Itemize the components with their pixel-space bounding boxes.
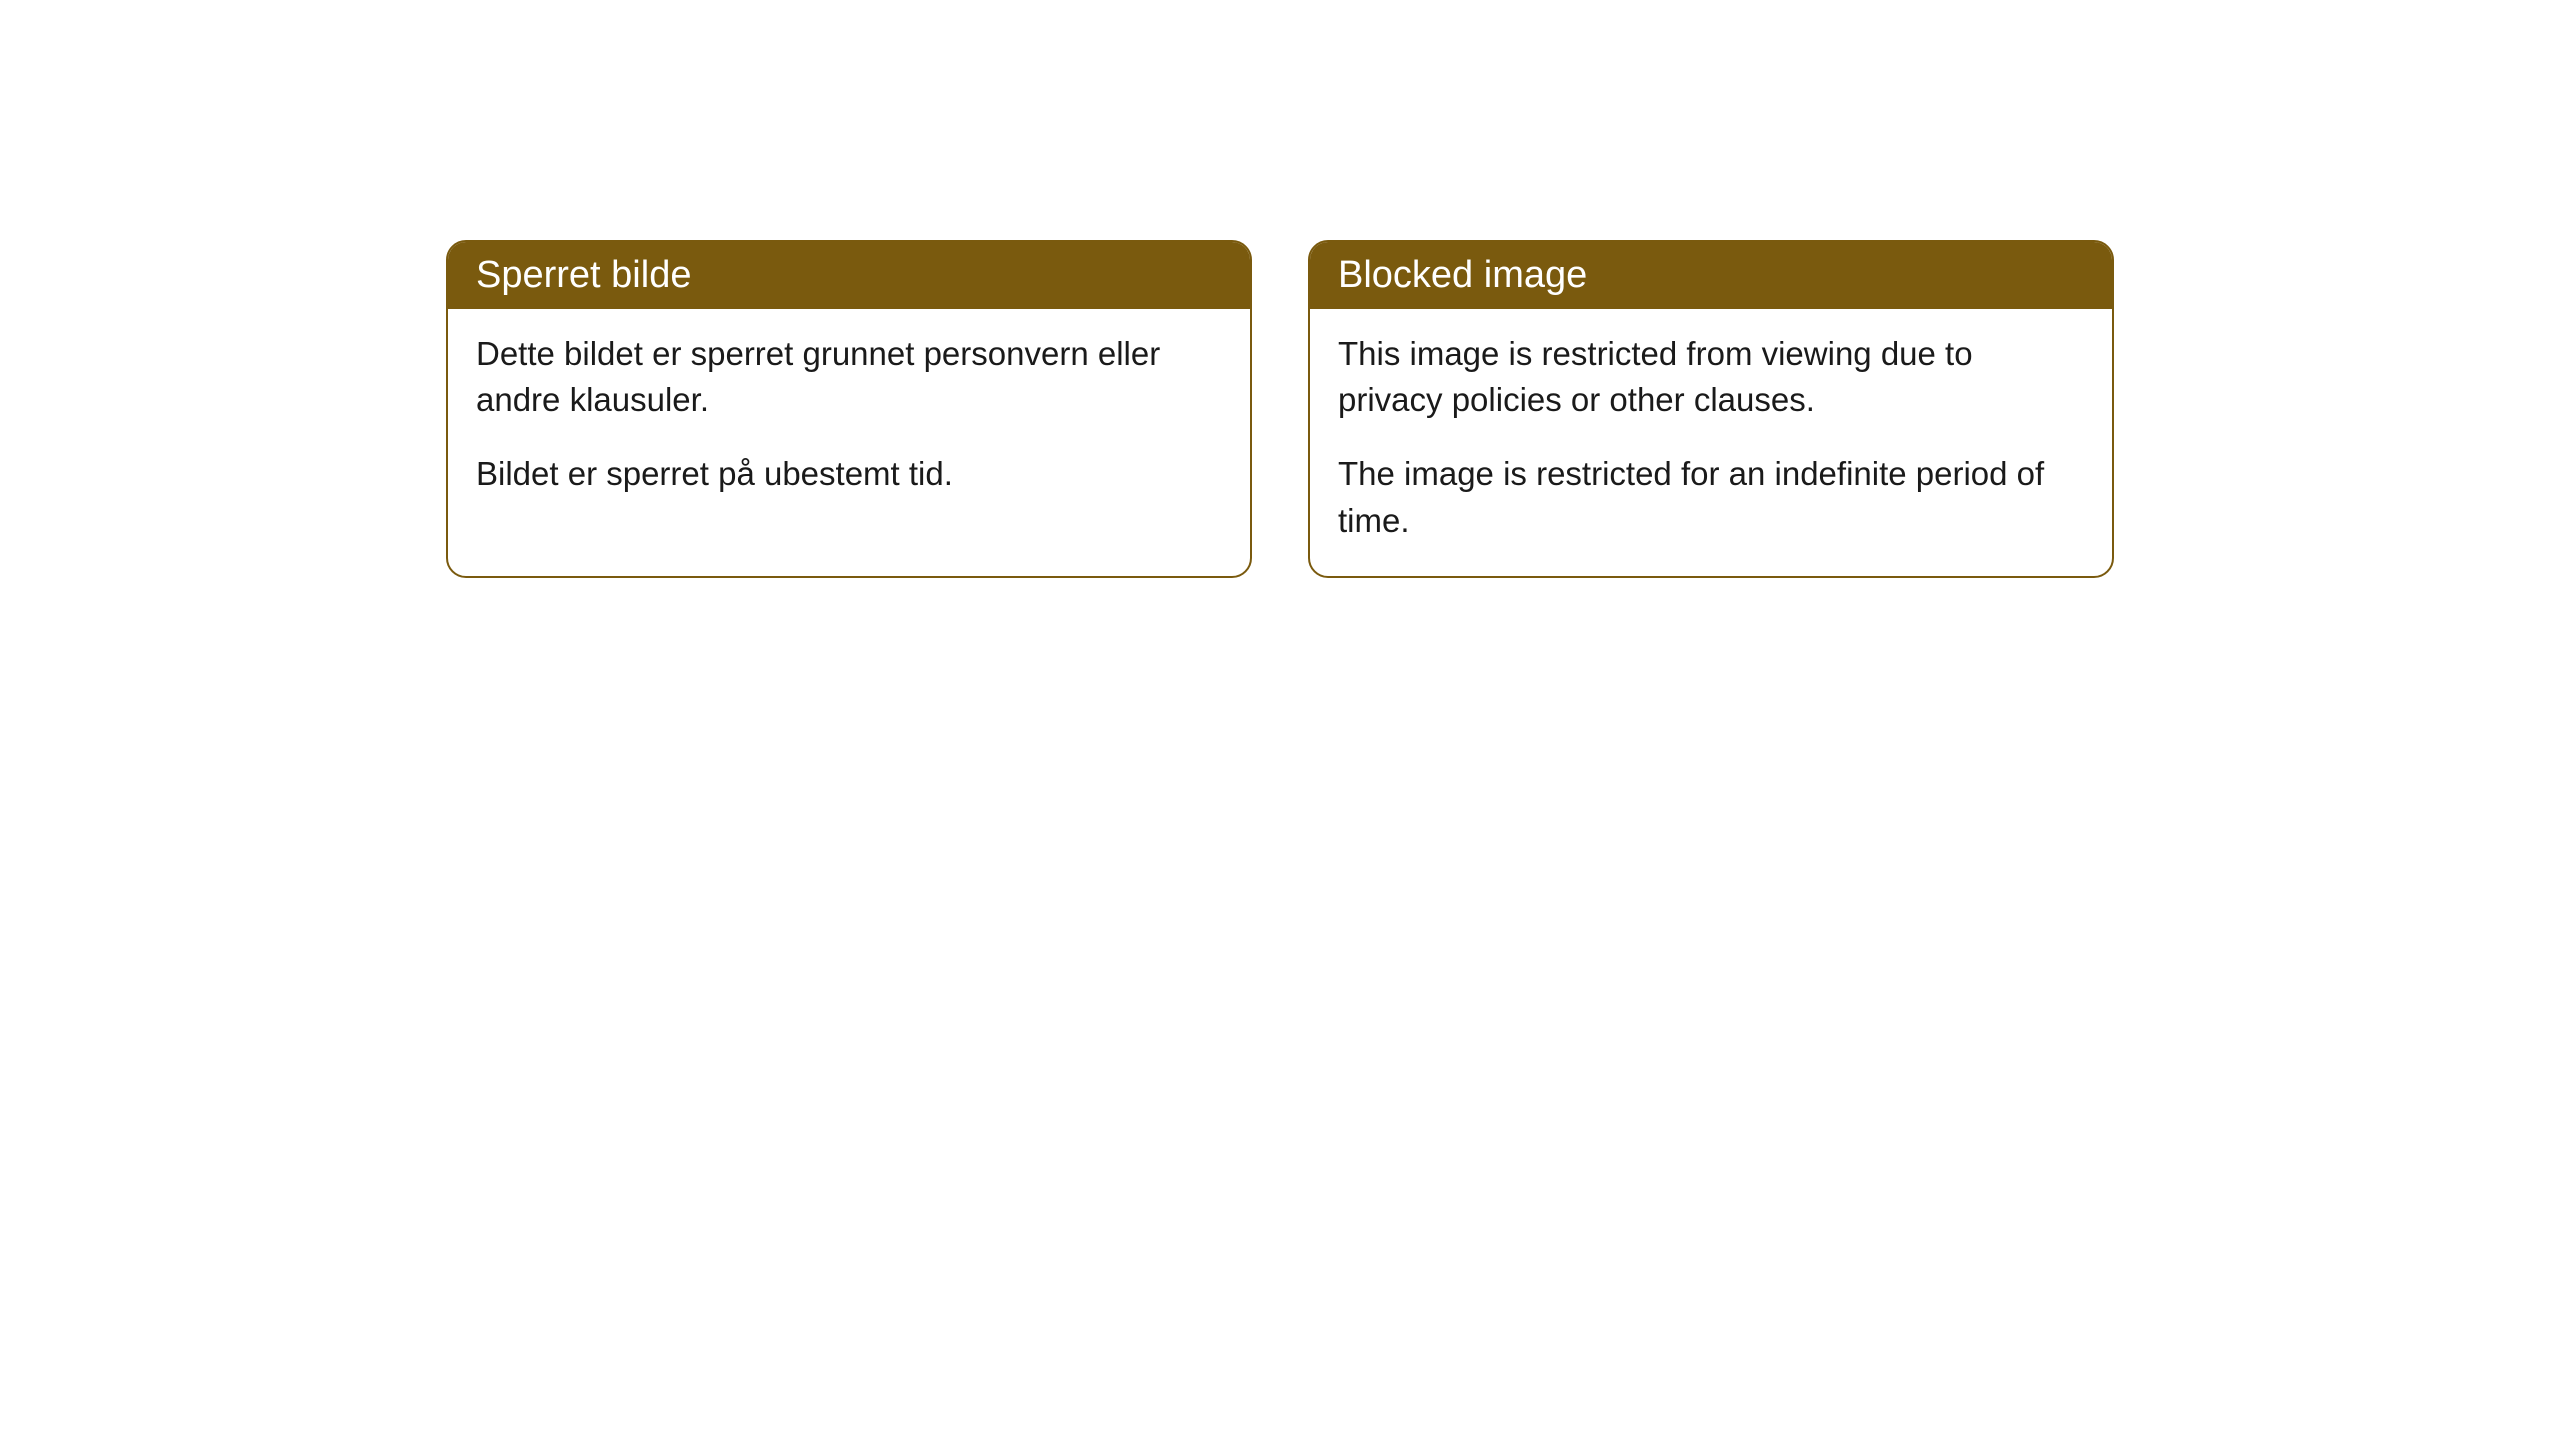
notice-header-norwegian: Sperret bilde [448, 242, 1250, 309]
notice-container: Sperret bilde Dette bildet er sperret gr… [0, 0, 2560, 578]
notice-header-english: Blocked image [1310, 242, 2112, 309]
notice-body-norwegian: Dette bildet er sperret grunnet personve… [448, 309, 1250, 530]
notice-title-english: Blocked image [1338, 254, 1587, 296]
notice-card-english: Blocked image This image is restricted f… [1308, 240, 2114, 578]
notice-text-norwegian-1: Dette bildet er sperret grunnet personve… [476, 331, 1222, 423]
notice-card-norwegian: Sperret bilde Dette bildet er sperret gr… [446, 240, 1252, 578]
notice-title-norwegian: Sperret bilde [476, 254, 691, 296]
notice-text-english-2: The image is restricted for an indefinit… [1338, 451, 2084, 543]
notice-text-english-1: This image is restricted from viewing du… [1338, 331, 2084, 423]
notice-text-norwegian-2: Bildet er sperret på ubestemt tid. [476, 451, 1222, 497]
notice-body-english: This image is restricted from viewing du… [1310, 309, 2112, 576]
